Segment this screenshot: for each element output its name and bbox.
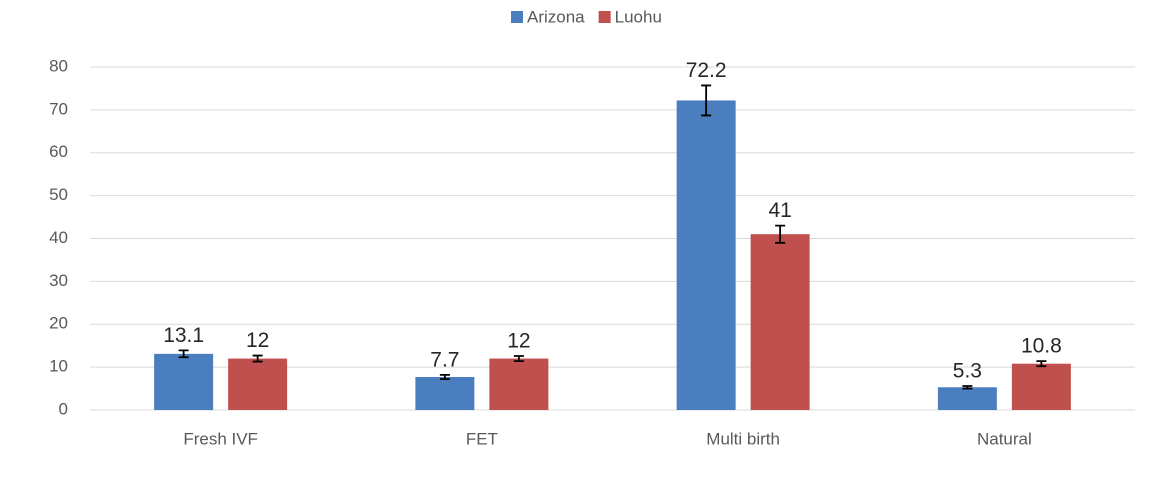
legend-swatch [511,11,523,23]
error-bar [439,373,450,381]
y-tick-label: 70 [49,99,68,118]
bar [937,387,997,410]
error-bar [775,224,786,244]
x-tick-label: FET [466,429,498,448]
error-bar [513,355,524,363]
data-label: 12 [246,329,269,352]
x-tick-label: Multi birth [706,429,780,448]
error-bar [178,349,189,359]
y-tick-label: 40 [49,228,68,247]
error-bar [252,354,263,363]
data-label: 12 [507,330,530,353]
error-bar [962,385,973,390]
data-label: 7.7 [430,348,459,371]
y-tick-label: 30 [49,271,68,290]
error-bar [1036,360,1047,368]
bar [750,234,810,410]
data-label: 13.1 [163,324,204,347]
y-tick-label: 10 [49,357,68,376]
y-tick-label: 60 [49,142,68,161]
legend-label: Luohu [615,7,662,26]
bar [1011,363,1071,410]
bar [489,358,549,410]
bar [228,358,288,410]
y-tick-label: 50 [49,185,68,204]
bar [154,353,214,410]
y-tick-label: 20 [49,314,68,333]
data-label: 72.2 [686,59,727,82]
y-tick-label: 0 [59,399,68,418]
x-tick-label: Natural [977,429,1032,448]
legend-label: Arizona [527,7,585,26]
data-label: 5.3 [953,360,982,383]
data-label: 41 [768,199,791,222]
error-bar [701,84,712,117]
bar [415,376,475,410]
y-tick-label: 80 [49,56,68,75]
data-label: 10.8 [1021,335,1062,358]
legend-swatch [598,11,611,23]
bar [676,100,736,410]
x-tick-label: Fresh IVF [183,429,258,448]
